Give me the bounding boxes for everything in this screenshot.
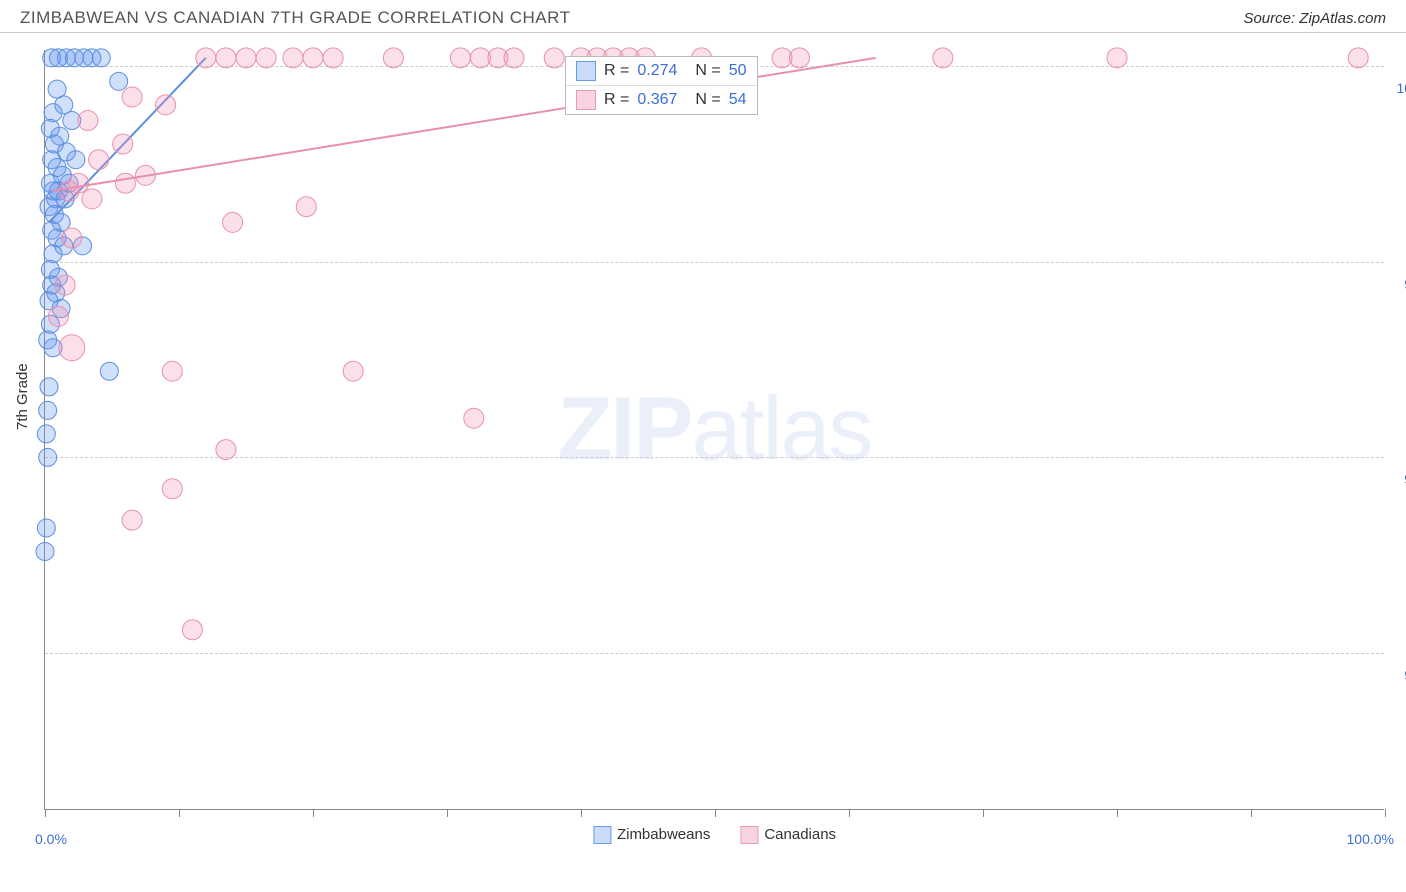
data-point — [48, 306, 68, 326]
data-point — [296, 197, 316, 217]
data-point — [55, 275, 75, 295]
legend-item: Canadians — [740, 826, 836, 844]
data-point — [216, 48, 236, 68]
data-point — [59, 181, 79, 201]
legend-label: Zimbabweans — [617, 826, 710, 843]
data-point — [933, 48, 953, 68]
stats-row: R = 0.367 N = 54 — [566, 85, 757, 114]
data-point — [40, 378, 58, 396]
data-point — [39, 401, 57, 419]
data-point — [182, 620, 202, 640]
x-tick — [447, 809, 448, 817]
r-value: 0.367 — [637, 91, 677, 109]
x-tick — [1117, 809, 1118, 817]
data-point — [36, 542, 54, 560]
data-point — [1348, 48, 1368, 68]
legend-swatch — [593, 826, 611, 844]
data-point — [196, 48, 216, 68]
data-point — [67, 151, 85, 169]
x-tick — [313, 809, 314, 817]
data-point — [343, 361, 363, 381]
data-point — [162, 361, 182, 381]
series-swatch — [576, 90, 596, 110]
data-point — [789, 48, 809, 68]
chart-title: ZIMBABWEAN VS CANADIAN 7TH GRADE CORRELA… — [20, 8, 571, 28]
x-tick — [715, 809, 716, 817]
chart-header: ZIMBABWEAN VS CANADIAN 7TH GRADE CORRELA… — [0, 0, 1406, 33]
data-point — [37, 519, 55, 537]
x-tick — [581, 809, 582, 817]
data-point — [156, 95, 176, 115]
data-point — [216, 440, 236, 460]
plot-area: ZIPatlas 92.5%95.0%97.5%100.0% R =0.274N… — [44, 50, 1384, 810]
data-point — [256, 48, 276, 68]
data-point — [1107, 48, 1127, 68]
data-point — [122, 510, 142, 530]
legend: Zimbabweans Canadians — [593, 826, 836, 844]
data-point — [78, 111, 98, 131]
scatter-svg — [45, 50, 1384, 809]
legend-swatch — [740, 826, 758, 844]
data-point — [92, 49, 110, 67]
data-point — [44, 104, 62, 122]
series-swatch — [576, 61, 596, 81]
data-point — [323, 48, 343, 68]
legend-label: Canadians — [764, 826, 836, 843]
data-point — [504, 48, 524, 68]
data-point — [383, 48, 403, 68]
n-label: N = — [695, 91, 720, 109]
data-point — [82, 189, 102, 209]
data-point — [44, 245, 62, 263]
data-point — [89, 150, 109, 170]
correlation-stats-box: R = 0.274 N = 50 R = 0.367 N = 54 — [565, 56, 758, 115]
r-label: R = — [604, 91, 629, 109]
x-tick — [179, 809, 180, 817]
data-point — [115, 173, 135, 193]
data-point — [450, 48, 470, 68]
data-point — [464, 408, 484, 428]
data-point — [59, 335, 85, 361]
data-point — [236, 48, 256, 68]
data-point — [223, 212, 243, 232]
data-point — [110, 72, 128, 90]
data-point — [303, 48, 323, 68]
chart-source: Source: ZipAtlas.com — [1243, 10, 1386, 27]
y-tick-label: 100.0% — [1397, 80, 1406, 96]
x-axis-min-label: 0.0% — [35, 831, 67, 847]
data-point — [162, 479, 182, 499]
x-tick — [849, 809, 850, 817]
data-point — [544, 48, 564, 68]
stats-row: R = 0.274 N = 50 — [566, 57, 757, 85]
n-value: 50 — [729, 62, 747, 80]
x-tick — [45, 809, 46, 817]
x-axis-max-label: 100.0% — [1347, 831, 1394, 847]
data-point — [37, 425, 55, 443]
y-axis-label: 7th Grade — [14, 363, 31, 430]
x-tick — [983, 809, 984, 817]
n-label: N = — [695, 62, 720, 80]
x-tick — [1385, 809, 1386, 817]
data-point — [113, 134, 133, 154]
n-value: 54 — [729, 91, 747, 109]
data-point — [62, 228, 82, 248]
data-point — [100, 362, 118, 380]
data-point — [122, 87, 142, 107]
legend-item: Zimbabweans — [593, 826, 710, 844]
r-label: R = — [604, 62, 629, 80]
data-point — [39, 448, 57, 466]
data-point — [283, 48, 303, 68]
r-value: 0.274 — [637, 62, 677, 80]
x-tick — [1251, 809, 1252, 817]
